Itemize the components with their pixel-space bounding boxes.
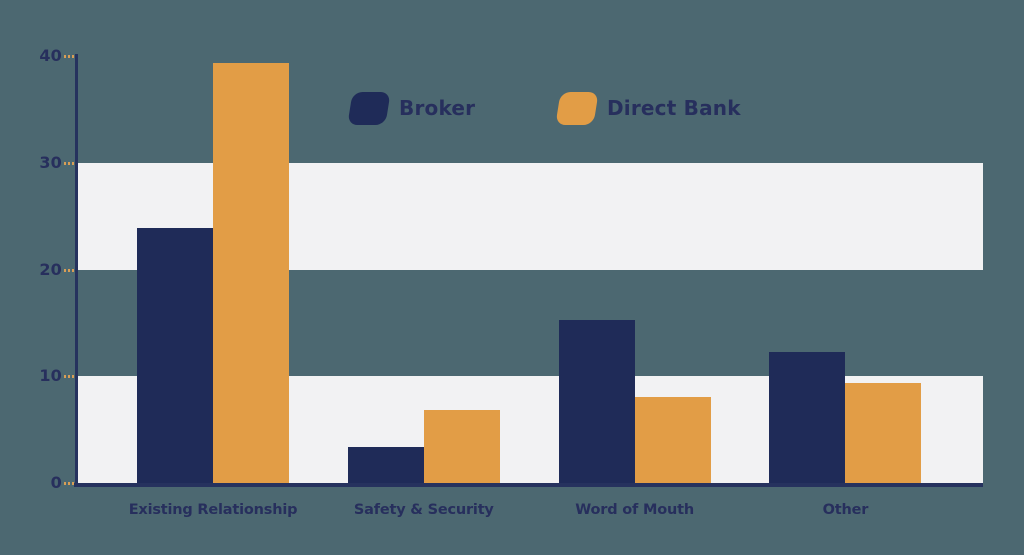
y-tick-label-0: 0 <box>50 473 62 492</box>
category-label-other: Other <box>822 502 869 518</box>
legend-item-direct-bank: Direct Bank <box>555 92 741 125</box>
broker-series-swatch-icon <box>347 92 391 125</box>
bar-broker-safety-security <box>347 446 424 483</box>
y-tick-label-40: 40 <box>39 46 62 65</box>
bar-broker-existing-relationship <box>137 227 213 483</box>
y-tick-mark-10 <box>64 375 77 379</box>
y-tick-label-10: 10 <box>39 366 62 386</box>
bar-direct-bank-safety-security <box>423 410 500 483</box>
bar-direct-bank-existing-relationship <box>213 63 289 483</box>
legend-label-direct-bank: Direct Bank <box>607 96 741 120</box>
bar-direct-bank-word-of-mouth <box>634 396 711 483</box>
y-tick-label-30: 30 <box>39 152 62 172</box>
y-tick-mark-30 <box>64 161 77 165</box>
legend-item-broker: Broker <box>347 92 476 125</box>
x-axis-line <box>74 483 983 487</box>
legend-label-broker: Broker <box>399 96 476 120</box>
category-label-word-of-mouth: Word of Mouth <box>575 502 694 518</box>
y-tick-mark-0 <box>64 482 77 485</box>
category-label-safety-security: Safety & Security <box>353 502 494 518</box>
y-axis-line <box>75 54 78 483</box>
y-tick-mark-20 <box>64 268 77 272</box>
bar-broker-word-of-mouth <box>558 319 635 483</box>
direct-bank-series-swatch-icon <box>555 92 599 125</box>
y-tick-mark-40 <box>64 55 77 58</box>
bar-direct-bank-other <box>845 382 922 483</box>
y-tick-label-20: 20 <box>39 259 62 279</box>
bar-broker-other <box>769 351 846 483</box>
category-label-existing-relationship: Existing Relationship <box>128 502 298 518</box>
